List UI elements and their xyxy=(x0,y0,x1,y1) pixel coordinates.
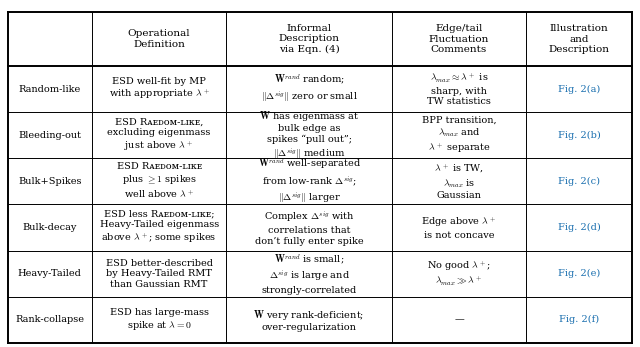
Text: $\mathbf{W}^{rand}$ well-separated
from low-rank $\Delta^{sig}$;
$\|\Delta^{sig}: $\mathbf{W}^{rand}$ well-separated from … xyxy=(257,156,360,206)
Text: Fig. 2(b): Fig. 2(b) xyxy=(558,130,600,140)
Text: Fig. 2(e): Fig. 2(e) xyxy=(558,269,600,278)
Text: Fig. 2(d): Fig. 2(d) xyxy=(558,223,600,232)
Text: $\lambda_{max} \approx \lambda^+$ is
sharp, with
TW statistics: $\lambda_{max} \approx \lambda^+$ is sha… xyxy=(427,72,491,106)
Text: Illustration
and
Description: Illustration and Description xyxy=(548,24,610,54)
Text: Fig. 2(a): Fig. 2(a) xyxy=(558,84,600,94)
Text: Bulk-decay: Bulk-decay xyxy=(22,223,77,232)
Text: Bleeding-out: Bleeding-out xyxy=(19,131,81,139)
Text: Fig. 2(c): Fig. 2(c) xyxy=(558,177,600,186)
Text: ESD well-fit by MP
with appropriate $\lambda^+$: ESD well-fit by MP with appropriate $\la… xyxy=(109,77,210,101)
Text: —: — xyxy=(454,315,464,324)
Text: Edge above $\lambda^+$
is not concave: Edge above $\lambda^+$ is not concave xyxy=(421,215,497,240)
Text: Operational
Definition: Operational Definition xyxy=(128,29,191,49)
Text: ESD has large-mass
spike at $\lambda = 0$: ESD has large-mass spike at $\lambda = 0… xyxy=(109,308,209,332)
Text: ESD better-described
by Heavy-Tailed RMT
than Gaussian RMT: ESD better-described by Heavy-Tailed RMT… xyxy=(106,259,212,288)
Text: $\mathbf{W}^{rand}$ random;
$\|\Delta^{sig}\|$ zero or small: $\mathbf{W}^{rand}$ random; $\|\Delta^{s… xyxy=(260,73,358,105)
Text: $\mathbf{W}$ has eigenmass at
bulk edge as
spikes “pull out”;
$\|\Delta^{sig}\|$: $\mathbf{W}$ has eigenmass at bulk edge … xyxy=(259,109,359,162)
Text: Edge/tail
Fluctuation
Comments: Edge/tail Fluctuation Comments xyxy=(429,24,489,54)
Text: BPP transition,
$\lambda_{max}$ and
$\lambda^+$ separate: BPP transition, $\lambda_{max}$ and $\la… xyxy=(422,116,496,155)
Text: ESD less Rᴀᴇᴅᴏᴍ-ʟɪᴋᴇ;
Heavy-Tailed eigenmass
above $\lambda^+$; some spikes: ESD less Rᴀᴇᴅᴏᴍ-ʟɪᴋᴇ; Heavy-Tailed eigen… xyxy=(100,210,219,245)
Text: Bulk+Spikes: Bulk+Spikes xyxy=(18,177,81,186)
Text: $\mathbf{W}^{rand}$ is small;
$\Delta^{sig}$ is large and
strongly-correlated: $\mathbf{W}^{rand}$ is small; $\Delta^{s… xyxy=(262,252,356,295)
Text: $\lambda^+$ is TW,
$\lambda_{max}$ is
Gaussian: $\lambda^+$ is TW, $\lambda_{max}$ is Ga… xyxy=(434,163,484,200)
Text: Random-like: Random-like xyxy=(19,85,81,93)
Text: ESD Rᴀᴇᴅᴏᴍ-ʟɪᴋᴇ,
excluding eigenmass
just above $\lambda^+$: ESD Rᴀᴇᴅᴏᴍ-ʟɪᴋᴇ, excluding eigenmass jus… xyxy=(108,118,211,153)
Text: ESD Rᴀᴇᴅᴏᴍ-ʟɪᴋᴇ
plus $\geq 1$ spikes
well above $\lambda^+$: ESD Rᴀᴇᴅᴏᴍ-ʟɪᴋᴇ plus $\geq 1$ spikes wel… xyxy=(116,162,202,200)
Text: Informal
Description
via Eqn. (4): Informal Description via Eqn. (4) xyxy=(278,24,340,54)
Text: Complex $\Delta^{sig}$ with
correlations that
don’t fully enter spike: Complex $\Delta^{sig}$ with correlations… xyxy=(255,209,364,246)
Text: Heavy-Tailed: Heavy-Tailed xyxy=(18,269,82,278)
Text: $\mathbf{W}$ very rank-deficient;
over-regularization: $\mathbf{W}$ very rank-deficient; over-r… xyxy=(253,307,365,332)
Text: Rank-collapse: Rank-collapse xyxy=(15,315,84,324)
Text: No good $\lambda^+$;
$\lambda_{max} \gg \lambda^+$: No good $\lambda^+$; $\lambda_{max} \gg … xyxy=(427,259,491,288)
Text: Fig. 2(f): Fig. 2(f) xyxy=(559,315,599,324)
